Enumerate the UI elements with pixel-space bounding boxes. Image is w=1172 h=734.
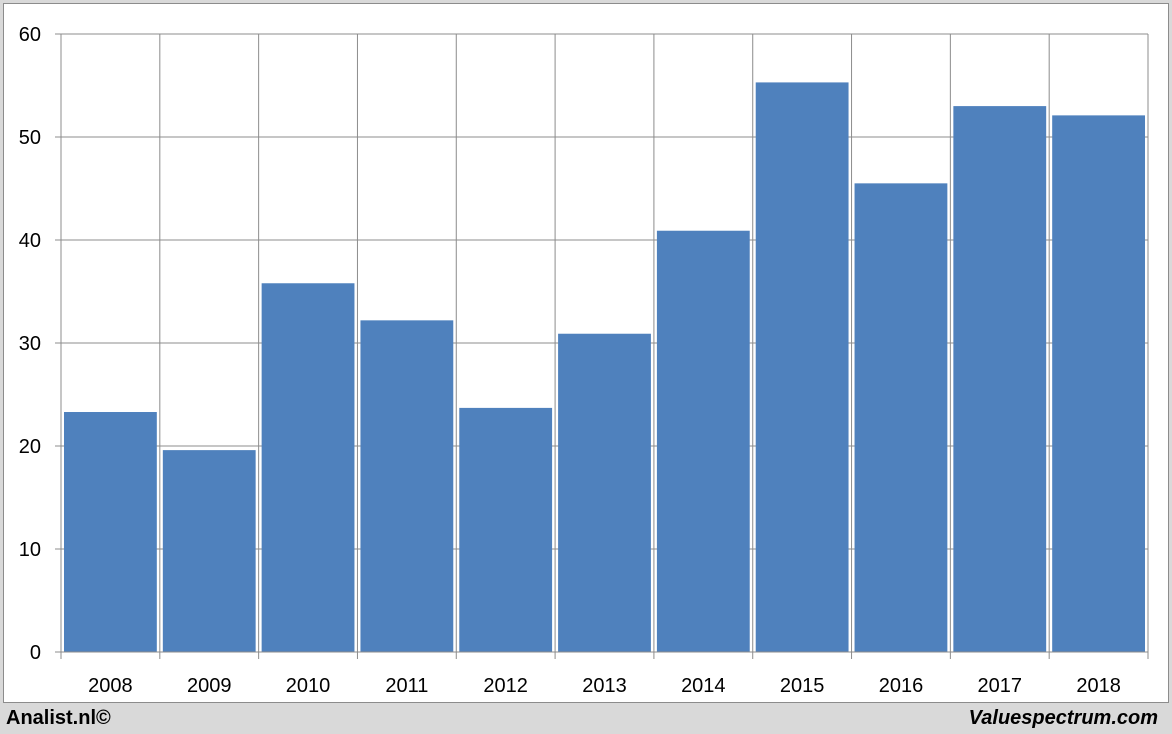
y-tick-label: 20: [19, 436, 41, 458]
bar: [459, 407, 553, 652]
y-tick-label: 0: [30, 642, 41, 664]
y-tick-label: 40: [19, 230, 41, 252]
bar: [558, 333, 651, 652]
x-tick-label: 2014: [681, 675, 726, 697]
footer-source-right: Valuespectrum.com: [968, 707, 1158, 729]
bar: [261, 283, 355, 652]
x-tick-label: 2011: [385, 675, 428, 697]
bar: [162, 450, 256, 652]
tick-labels: 0 10 20 30 40 50 60 2008 2009 2010 2011 2012 2013 201…: [19, 24, 1121, 697]
x-tick-label: 2017: [978, 675, 1023, 697]
x-tick-label: 2013: [582, 675, 627, 697]
x-tick-label: 2015: [780, 675, 825, 697]
axes: [55, 33, 1149, 659]
bar: [64, 412, 157, 652]
bar: [360, 320, 454, 652]
bars: [64, 82, 1145, 653]
bar: [953, 106, 1047, 653]
x-tick-label: 2009: [187, 675, 232, 697]
y-tick-label: 50: [19, 127, 41, 149]
y-tick-label: 30: [19, 333, 41, 355]
y-tick-label: 60: [19, 24, 41, 46]
y-tick-label: 10: [19, 539, 41, 561]
bar: [854, 183, 948, 652]
x-tick-label: 2016: [879, 675, 924, 697]
footer-source-left: Analist.nl©: [6, 707, 111, 729]
x-tick-label: 2012: [483, 675, 528, 697]
bar: [755, 82, 849, 652]
bar: [656, 230, 750, 653]
x-tick-label: 2008: [88, 675, 133, 697]
bar: [1052, 115, 1145, 653]
x-tick-label: 2018: [1076, 675, 1121, 697]
x-tick-label: 2010: [286, 675, 331, 697]
